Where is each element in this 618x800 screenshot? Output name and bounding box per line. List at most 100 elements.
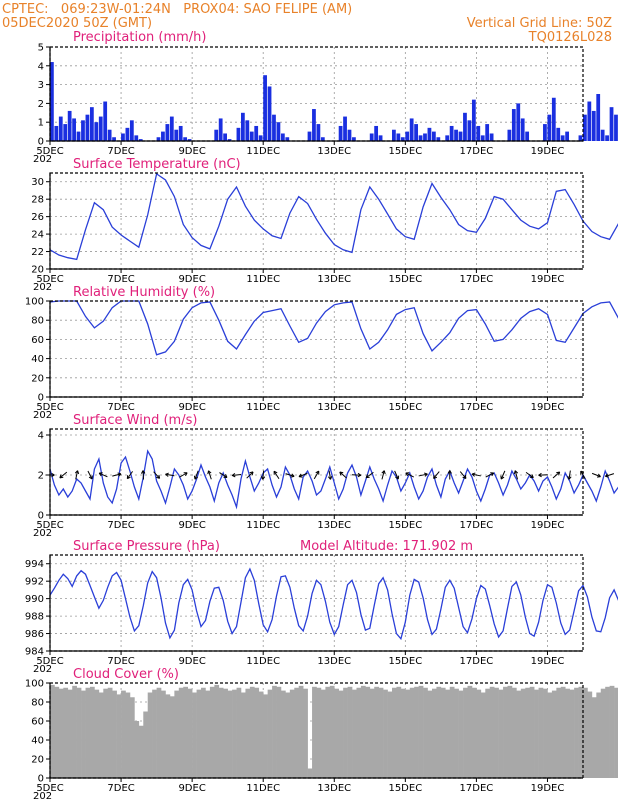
precipitation-bar bbox=[578, 135, 583, 141]
cloud-cover-area-bar bbox=[591, 697, 597, 778]
precipitation-bar bbox=[121, 133, 125, 141]
cloud-cover-area-bar bbox=[614, 687, 618, 778]
precipitation-bar bbox=[614, 114, 618, 141]
wind-arrow-head bbox=[405, 472, 410, 477]
precipitation-bar bbox=[183, 137, 188, 141]
cloud-cover-area-bar bbox=[329, 685, 335, 778]
cloud-cover-area-bar bbox=[192, 692, 197, 778]
precipitation-ytick-label: 3 bbox=[38, 80, 44, 91]
cloud-cover-area-bar bbox=[245, 688, 251, 778]
cloud-cover-ytick-label: 100 bbox=[25, 679, 44, 690]
wind-arrow bbox=[179, 472, 188, 478]
cloud-cover-area-bar bbox=[534, 689, 539, 778]
wind-arrow bbox=[285, 473, 295, 478]
cloud-cover-area-bar bbox=[529, 686, 535, 778]
cloud-cover-area-bar bbox=[516, 690, 522, 778]
precipitation-bar bbox=[240, 112, 245, 141]
precipitation-bar bbox=[223, 133, 228, 141]
precipitation-bar bbox=[98, 116, 103, 141]
humidity-xtick-label: 15DEC bbox=[388, 402, 422, 413]
precipitation-bar bbox=[516, 103, 521, 141]
temperature-ytick-label: 26 bbox=[31, 212, 44, 223]
cloud-cover-area-bar bbox=[605, 686, 610, 778]
humidity-xtick-label: 9DEC bbox=[178, 402, 205, 413]
precipitation-bar bbox=[427, 127, 432, 141]
cloud-cover-area-bar bbox=[609, 685, 615, 778]
cloud-cover-area-bar bbox=[334, 688, 340, 778]
wind-xtick-label: 19DEC bbox=[531, 520, 565, 531]
wind-arrow-head bbox=[315, 470, 320, 475]
wind-arrow-shaft bbox=[339, 471, 347, 479]
wind-arrow-shaft bbox=[500, 470, 506, 480]
cloud-cover-area-bar bbox=[263, 694, 268, 778]
wind-arrow-head bbox=[500, 475, 505, 480]
cloud-cover-area-bar bbox=[431, 688, 437, 778]
wind-arrow-shaft bbox=[365, 471, 374, 479]
cloud-cover-area-bar bbox=[63, 687, 69, 778]
wind-xtick-label: 5DEC bbox=[36, 520, 63, 531]
precipitation-bar bbox=[431, 131, 436, 141]
wind-arrow-head bbox=[424, 472, 428, 477]
precipitation-bar bbox=[543, 124, 547, 141]
wind-arrow-head bbox=[395, 475, 400, 480]
wind-arrow-shaft bbox=[525, 471, 534, 479]
precipitation-bar bbox=[369, 133, 374, 141]
cloud-cover-area-bar bbox=[471, 687, 477, 778]
cloud-cover-area-bar bbox=[240, 692, 246, 778]
wind-arrow-head bbox=[117, 472, 122, 477]
wind-arrow bbox=[87, 470, 93, 480]
precipitation-bar bbox=[480, 135, 485, 141]
wind-arrow-head bbox=[556, 471, 561, 476]
temperature-xtick-label: 11DEC bbox=[246, 274, 280, 285]
cloud-cover-area-bar bbox=[489, 686, 495, 778]
precipitation-bar bbox=[378, 135, 383, 141]
cloud-cover-area-bar bbox=[343, 687, 348, 778]
wind-arrow-shaft bbox=[194, 470, 199, 480]
cloud-cover-area-bar bbox=[511, 687, 517, 778]
wind-arrow-shaft bbox=[514, 470, 519, 480]
wind-arrow-shaft bbox=[232, 474, 242, 476]
precipitation-bar bbox=[374, 125, 379, 141]
wind-arrow-shaft bbox=[328, 470, 332, 480]
precipitation-bar bbox=[249, 131, 254, 141]
cloud-cover-area-bar bbox=[360, 685, 366, 778]
precipitation-bar bbox=[58, 116, 63, 141]
wind-arrow-shaft bbox=[433, 471, 440, 479]
precipitation-bar bbox=[129, 120, 134, 141]
cloud-cover-area-bar bbox=[356, 687, 362, 778]
precipitation-bar bbox=[312, 109, 316, 141]
precipitation-bar bbox=[227, 139, 232, 141]
wind-arrow bbox=[59, 471, 68, 479]
precipitation-xtick-label: 7DEC bbox=[107, 146, 134, 157]
wind-arrow-head bbox=[126, 475, 131, 480]
wind-arrow bbox=[418, 472, 428, 477]
humidity-xtick-label: 13DEC bbox=[317, 402, 351, 413]
cloud-cover-area-bar bbox=[258, 691, 264, 778]
wind-arrow bbox=[112, 472, 122, 477]
wind-arrow-shaft bbox=[605, 473, 615, 477]
wind-arrow-shaft bbox=[394, 470, 399, 480]
precipitation-bar bbox=[396, 133, 401, 141]
cloud-cover-area-bar bbox=[458, 690, 464, 778]
temperature-ytick-label: 22 bbox=[31, 247, 44, 258]
cloud-cover-area-bar bbox=[352, 689, 357, 778]
temperature-panel: 20 22 24 26 28 30 5DEC 7DEC 9DEC 11DEC 13DEC 15DEC 1… bbox=[31, 172, 618, 293]
wind-arrow bbox=[433, 471, 440, 479]
cloud-cover-area-bar bbox=[596, 692, 602, 778]
wind-arrow-shaft bbox=[208, 470, 212, 480]
wind-arrow-head bbox=[183, 472, 188, 477]
wind-xtick-label: 13DEC bbox=[317, 520, 351, 531]
wind-arrow bbox=[405, 472, 415, 478]
cloud-cover-area-bar bbox=[307, 768, 313, 778]
wind-arrow bbox=[552, 471, 561, 479]
pressure-xtick-label: 9DEC bbox=[178, 656, 205, 667]
wind-arrow-shaft bbox=[179, 472, 188, 478]
precipitation-bar bbox=[454, 129, 458, 141]
precipitation-bar bbox=[436, 137, 441, 141]
cloud-cover-area-bar bbox=[303, 688, 308, 778]
precipitation-title: Precipitation (mm/h) bbox=[73, 30, 206, 45]
temperature-xtick-label: 5DEC bbox=[36, 274, 63, 285]
cloud-cover-area-bar bbox=[436, 686, 442, 778]
wind-xtick-label: 17DEC bbox=[460, 520, 494, 531]
temperature-ytick-label: 28 bbox=[31, 195, 44, 206]
